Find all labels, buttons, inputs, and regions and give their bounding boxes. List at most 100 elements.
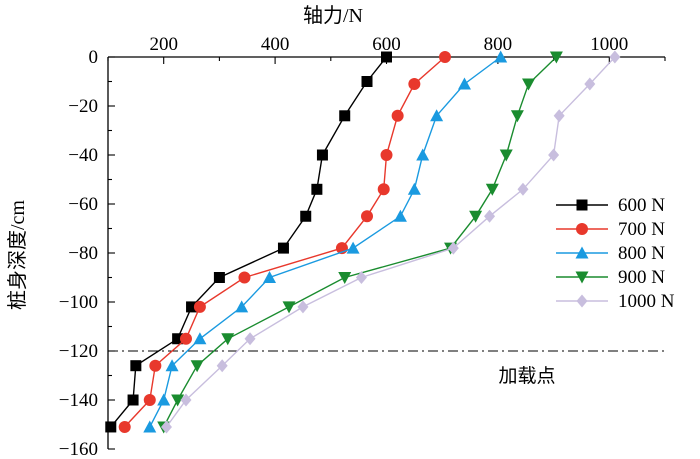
data-point (339, 110, 351, 122)
data-point (494, 50, 508, 63)
data-point (485, 183, 499, 196)
legend-label: 1000 N (618, 291, 675, 312)
y-tick-label: −160 (59, 439, 98, 459)
data-point (216, 359, 228, 373)
data-point (549, 51, 563, 64)
data-point (355, 271, 367, 284)
x-tick-label: 1000 (590, 34, 628, 55)
y-tick-label: −20 (68, 96, 98, 117)
data-point (548, 148, 560, 162)
series-layer (105, 50, 621, 434)
series-800-n (143, 50, 508, 433)
data-point (143, 420, 157, 433)
data-point (172, 333, 184, 345)
data-point (213, 272, 225, 283)
data-point (517, 182, 529, 196)
legend-label: 800 N (618, 243, 665, 264)
data-point (244, 332, 256, 346)
legend-item: 700 N (556, 219, 665, 240)
data-point (193, 300, 206, 313)
legend-label: 600 N (618, 195, 665, 216)
data-point (143, 394, 156, 406)
data-point (346, 241, 360, 254)
data-point (157, 393, 171, 406)
series-700-n (118, 51, 451, 433)
data-point (235, 300, 249, 313)
data-point (407, 182, 421, 195)
data-point (377, 183, 390, 196)
data-point (118, 420, 131, 433)
data-point (576, 294, 588, 308)
data-point (221, 333, 235, 346)
data-point (393, 209, 407, 222)
data-point (391, 109, 404, 122)
y-axis-title: 桩身深度/cm (6, 200, 29, 310)
series-600-n (105, 51, 392, 433)
data-point (193, 332, 207, 345)
data-point (238, 271, 251, 284)
legend-item: 800 N (556, 243, 665, 264)
data-point (361, 210, 374, 223)
data-point (575, 271, 589, 284)
data-point (380, 149, 393, 161)
legend-item: 900 N (556, 267, 665, 288)
legend: 600 N 700 N 800 N 900 N 1000 N (556, 195, 675, 312)
y-tick-label: −100 (59, 292, 98, 313)
data-point (575, 246, 589, 259)
data-point (522, 78, 536, 91)
data-point (576, 223, 588, 235)
data-point (499, 149, 513, 162)
data-point (282, 301, 296, 314)
data-point (127, 394, 139, 406)
data-point (277, 242, 289, 254)
data-point (316, 149, 328, 161)
series-1000-n (160, 50, 621, 434)
legend-item: 1000 N (556, 291, 675, 312)
data-point (190, 360, 204, 373)
data-point (469, 210, 483, 223)
data-point (160, 420, 172, 434)
data-point (438, 51, 451, 63)
data-point (186, 301, 198, 313)
x-axis-title: 轴力/N (303, 4, 363, 27)
data-point (311, 183, 323, 195)
data-point (584, 77, 596, 91)
y-tick-label: −80 (68, 243, 98, 264)
data-point (263, 271, 277, 283)
x-tick-label: 200 (149, 34, 178, 55)
data-point (576, 199, 588, 211)
data-point (416, 148, 430, 161)
data-point (149, 359, 162, 372)
data-point (408, 77, 421, 90)
x-tick-label: 400 (261, 34, 290, 55)
data-point (165, 359, 179, 372)
data-point (553, 109, 565, 123)
data-point (609, 50, 621, 64)
data-point (484, 209, 496, 223)
x-tick-label: 600 (372, 34, 401, 55)
data-point (300, 210, 312, 222)
data-point (381, 51, 392, 63)
axis-ticks: 200 400 600 800 1000 0 −20 −40 −60 −80 −100 −120 −14… (59, 34, 666, 459)
data-point (297, 300, 309, 314)
y-tick-label: −60 (68, 194, 98, 215)
data-point (130, 360, 142, 372)
legend-label: 700 N (618, 219, 665, 240)
x-tick-label: 800 (484, 34, 513, 55)
y-tick-label: −120 (59, 341, 98, 362)
loading-point-label: 加载点 (498, 365, 555, 387)
legend-label: 900 N (618, 267, 665, 288)
data-point (171, 394, 185, 407)
y-tick-label: −40 (68, 145, 98, 166)
data-point (179, 332, 192, 345)
data-point (447, 241, 459, 255)
y-tick-label: −140 (59, 390, 98, 411)
legend-item: 600 N (556, 195, 665, 216)
data-point (338, 272, 352, 284)
data-point (510, 110, 524, 123)
data-point (457, 77, 471, 90)
series-line (149, 56, 502, 428)
data-point (361, 76, 373, 87)
y-tick-label: 0 (89, 47, 99, 68)
